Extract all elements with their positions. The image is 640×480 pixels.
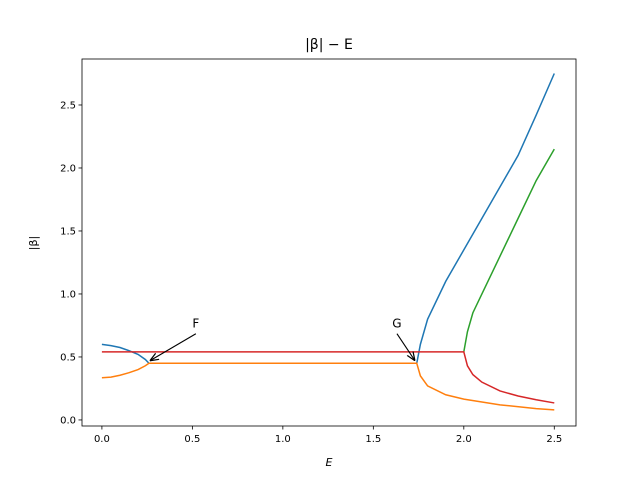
series-line: [101, 362, 555, 411]
y-tick-label: 1.0: [60, 289, 76, 300]
series-line: [101, 73, 555, 364]
y-axis-label: |β|: [27, 236, 40, 250]
annotation-label: G: [392, 317, 401, 331]
series-line: [463, 148, 555, 353]
y-tick-label: 0.5: [60, 352, 76, 363]
annotation-arrow: [396, 333, 415, 361]
plot-frame: [81, 58, 577, 427]
annotation-label: F: [192, 317, 199, 331]
x-tick-label: 0.0: [94, 434, 110, 445]
y-tick-label: 1.5: [60, 226, 76, 237]
x-tick-label: 0.5: [184, 434, 200, 445]
x-tick-label: 2.5: [546, 434, 562, 445]
x-tick-label: 1.0: [275, 434, 291, 445]
series-line: [101, 351, 555, 404]
x-tick-label: 1.5: [365, 434, 381, 445]
x-axis-label: E: [326, 456, 333, 469]
y-tick-label: 2.0: [60, 163, 76, 174]
annotation-arrow: [150, 333, 197, 361]
x-tick-label: 2.0: [456, 434, 472, 445]
y-tick-label: 0.0: [60, 415, 76, 426]
chart-title: |β| − E: [305, 37, 353, 53]
y-tick-label: 2.5: [60, 100, 76, 111]
